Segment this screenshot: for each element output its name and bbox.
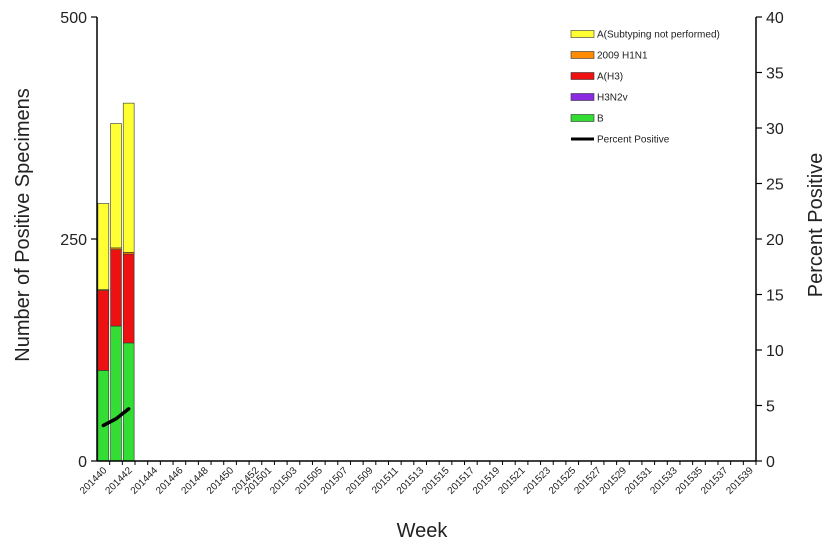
percent-positive-line bbox=[101, 407, 131, 428]
left-y-ticks: 0 250 500 bbox=[60, 10, 97, 471]
legend-swatch-a-subtyping-not-performed bbox=[570, 30, 595, 38]
legend-label-2009-h1n1: 2009 H1N1 bbox=[597, 51, 648, 62]
left-tick-label: 0 bbox=[78, 454, 87, 471]
legend-label-percent-positive: Percent Positive bbox=[597, 135, 670, 146]
right-tick-label: 35 bbox=[766, 66, 784, 83]
x-tick-label: 201442 bbox=[103, 465, 135, 497]
right-tick-label: 15 bbox=[766, 288, 784, 305]
x-tick-label: 201521 bbox=[496, 465, 528, 497]
x-tick-label: 201509 bbox=[344, 465, 376, 497]
x-tick-label: 201450 bbox=[205, 465, 237, 497]
bar-segment-a-h3-201440 bbox=[97, 290, 110, 371]
x-tick-label: 201535 bbox=[674, 465, 706, 497]
x-tick-label: 201448 bbox=[179, 465, 211, 497]
x-axis-title: Week bbox=[397, 520, 449, 541]
x-tick-label: 201523 bbox=[522, 465, 554, 497]
left-tick-label: 250 bbox=[60, 232, 87, 249]
right-tick-label: 10 bbox=[766, 343, 784, 360]
x-ticks: 2014402014422014442014462014482014502014… bbox=[78, 461, 757, 497]
x-tick-label: 201537 bbox=[699, 465, 731, 497]
x-tick-label: 201539 bbox=[724, 465, 756, 497]
x-tick-label: 201531 bbox=[623, 465, 655, 497]
x-tick-label: 201529 bbox=[598, 465, 630, 497]
legend-label-h3n2v: H3N2v bbox=[597, 93, 628, 104]
x-tick-label: 201533 bbox=[648, 465, 680, 497]
legend-swatch-b bbox=[570, 114, 595, 122]
legend-label-b: B bbox=[597, 114, 604, 125]
bar-segment-a-subtyping-not-performed-201440 bbox=[97, 203, 110, 290]
y2-axis-title: Percent Positive bbox=[805, 153, 827, 298]
x-tick-label: 201503 bbox=[268, 465, 300, 497]
bar-segment-a-h3-201442 bbox=[122, 253, 135, 344]
y-axis-title: Number of Positive Specimens bbox=[12, 88, 34, 361]
legend-swatch-h3n2v bbox=[570, 93, 595, 101]
right-tick-label: 0 bbox=[766, 454, 775, 471]
bar-segment-a-subtyping-not-performed-201442 bbox=[122, 102, 135, 253]
x-tick-label: 201444 bbox=[129, 465, 161, 497]
x-tick-label: 201517 bbox=[446, 465, 478, 497]
legend-label-a-subtyping-not-performed: A(Subtyping not performed) bbox=[597, 30, 720, 41]
right-tick-label: 5 bbox=[766, 399, 775, 416]
right-tick-label: 40 bbox=[766, 10, 784, 27]
right-tick-label: 20 bbox=[766, 232, 784, 249]
left-tick-label: 500 bbox=[60, 10, 87, 27]
bar-segment-b-201441 bbox=[110, 325, 122, 462]
legend-label-a-h3: A(H3) bbox=[597, 72, 623, 83]
x-tick-label: 201513 bbox=[395, 465, 427, 497]
x-tick-label: 201505 bbox=[294, 465, 326, 497]
bar-segment-b-201440 bbox=[97, 370, 110, 462]
right-tick-label: 25 bbox=[766, 177, 784, 194]
x-tick-label: 201446 bbox=[154, 465, 186, 497]
legend: A(Subtyping not performed) 2009 H1N1 A(H3)… bbox=[570, 30, 720, 146]
x-tick-label: 201507 bbox=[319, 465, 351, 497]
legend-swatch-a-h3 bbox=[570, 72, 595, 80]
x-tick-label: 201525 bbox=[547, 465, 579, 497]
x-tick-label: 201515 bbox=[420, 465, 452, 497]
right-y-ticks: 0 5 10 15 20 25 30 35 40 bbox=[756, 10, 784, 471]
x-tick-label: 201519 bbox=[471, 465, 503, 497]
bar-segment-a-subtyping-not-performed-201441 bbox=[110, 123, 122, 249]
bar-segment-b-201442 bbox=[122, 342, 135, 462]
legend-swatch-2009-h1n1 bbox=[570, 51, 595, 59]
right-tick-label: 30 bbox=[766, 121, 784, 138]
x-tick-label: 201527 bbox=[572, 465, 604, 497]
stacked-bars bbox=[97, 102, 135, 462]
percent-positive-line-group bbox=[101, 407, 131, 428]
bar-segment-a-h3-201441 bbox=[110, 249, 122, 327]
